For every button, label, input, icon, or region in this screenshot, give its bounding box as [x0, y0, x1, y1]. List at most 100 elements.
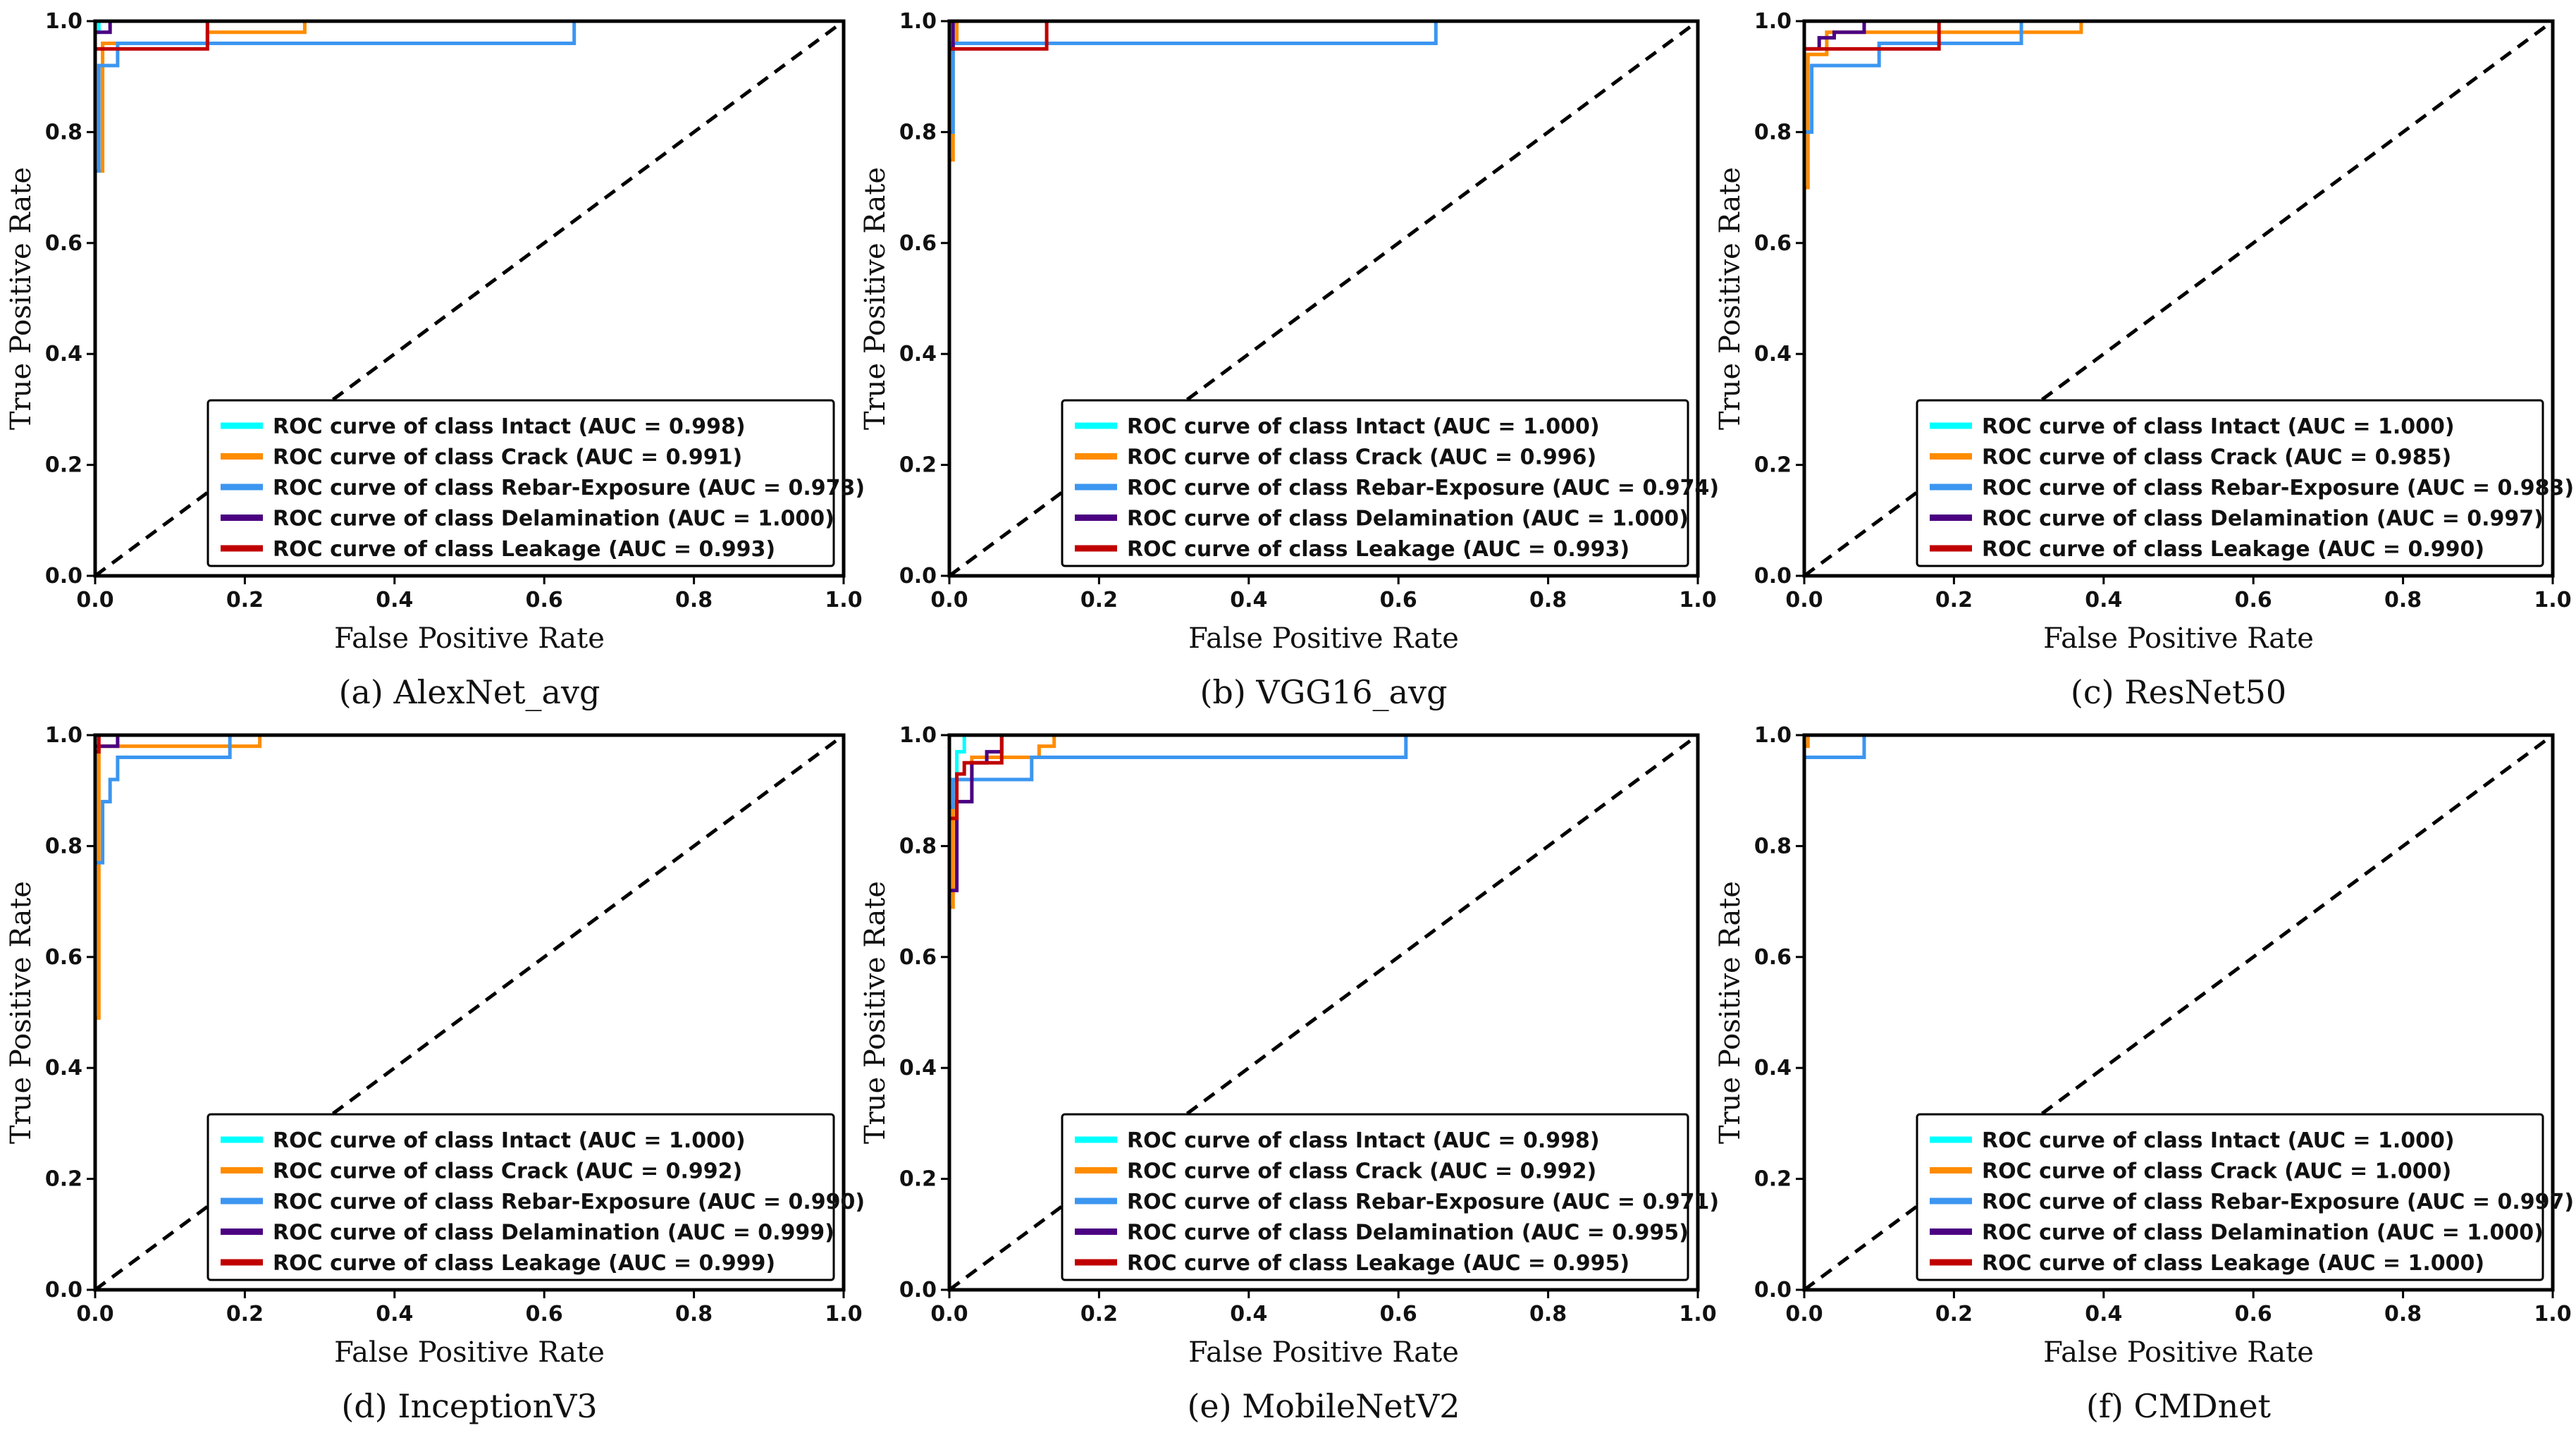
legend-entry: ROC curve of class Crack (AUC = 0.992) — [273, 1159, 742, 1184]
panel-caption: (c) ResNet50 — [2071, 673, 2286, 711]
y-tick-label: 0.8 — [899, 834, 937, 858]
y-tick-label: 0.6 — [1754, 231, 1792, 256]
y-tick-label: 0.0 — [45, 1278, 82, 1302]
x-tick-label: 0.0 — [930, 588, 968, 612]
y-tick-label: 0.6 — [1754, 945, 1792, 970]
roc-panel: 0.0 0.2 0.4 0.6 0.8 1.0 0.0 0.2 0.4 0.6 0.8 1.0 Fals… — [859, 9, 1719, 711]
panel-caption: (e) MobileNetV2 — [1187, 1387, 1460, 1425]
x-axis-label: False Positive Rate — [334, 1336, 605, 1369]
legend-entry: ROC curve of class Delamination (AUC = 0… — [1127, 1221, 1689, 1245]
roc-panel: 0.0 0.2 0.4 0.6 0.8 1.0 0.0 0.2 0.4 0.6 0.8 1.0 Fals… — [5, 9, 865, 711]
legend-entry: ROC curve of class Crack (AUC = 0.996) — [1127, 445, 1596, 470]
roc-panel: 0.0 0.2 0.4 0.6 0.8 1.0 0.0 0.2 0.4 0.6 0.8 1.0 Fals… — [1714, 9, 2574, 711]
y-tick-label: 1.0 — [899, 723, 937, 748]
x-tick-label: 0.2 — [226, 588, 264, 612]
y-tick-label: 0.2 — [1754, 1167, 1792, 1192]
legend-entry: ROC curve of class Intact (AUC = 0.998) — [273, 414, 746, 439]
x-tick-label: 0.2 — [1935, 1302, 1973, 1326]
x-tick-label: 0.6 — [526, 588, 563, 612]
y-tick-label: 0.0 — [1754, 564, 1792, 589]
y-tick-label: 0.0 — [45, 564, 82, 589]
legend-entry: ROC curve of class Rebar-Exposure (AUC =… — [1982, 476, 2574, 500]
x-tick-label: 1.0 — [2534, 1302, 2571, 1326]
x-tick-label: 0.4 — [376, 1302, 413, 1326]
y-tick-label: 0.4 — [1754, 1056, 1792, 1080]
legend-entry: ROC curve of class Rebar-Exposure (AUC =… — [1127, 1190, 1719, 1214]
legend-entry: ROC curve of class Delamination (AUC = 1… — [1982, 1221, 2544, 1245]
x-tick-label: 0.2 — [1080, 588, 1118, 612]
x-tick-label: 1.0 — [1679, 1302, 1716, 1326]
legend-entry: ROC curve of class Intact (AUC = 0.998) — [1127, 1128, 1600, 1153]
y-tick-label: 0.0 — [899, 1278, 937, 1302]
y-axis-label: True Positive Rate — [5, 881, 37, 1144]
y-tick-label: 0.4 — [1754, 342, 1792, 367]
legend-entry: ROC curve of class Intact (AUC = 1.000) — [1982, 414, 2455, 439]
plot-frame — [947, 733, 1700, 1292]
legend-entry: ROC curve of class Rebar-Exposure (AUC =… — [273, 1190, 865, 1214]
roc-panel: 0.0 0.2 0.4 0.6 0.8 1.0 0.0 0.2 0.4 0.6 0.8 1.0 Fals… — [5, 723, 865, 1425]
plot-frame — [93, 733, 846, 1292]
y-tick-label: 0.8 — [45, 834, 82, 858]
plot-frame — [1802, 19, 2555, 578]
y-tick-label: 0.4 — [45, 1056, 82, 1080]
x-tick-label: 0.2 — [226, 1302, 264, 1326]
y-axis-label: True Positive Rate — [5, 167, 37, 430]
y-tick-label: 0.6 — [45, 231, 82, 256]
legend-entry: ROC curve of class Delamination (AUC = 1… — [1127, 507, 1689, 531]
x-tick-label: 0.0 — [76, 588, 113, 612]
x-tick-label: 0.4 — [376, 588, 413, 612]
y-tick-label: 1.0 — [45, 723, 82, 748]
x-tick-label: 1.0 — [1679, 588, 1716, 612]
roc-panel: 0.0 0.2 0.4 0.6 0.8 1.0 0.0 0.2 0.4 0.6 0.8 1.0 Fals… — [1714, 723, 2574, 1425]
y-tick-label: 0.2 — [45, 1167, 82, 1192]
x-axis-label: False Positive Rate — [1188, 622, 1459, 655]
y-tick-label: 0.4 — [899, 1056, 937, 1080]
legend-entry: ROC curve of class Rebar-Exposure (AUC =… — [1982, 1190, 2574, 1214]
y-axis-label: True Positive Rate — [859, 167, 892, 430]
x-tick-label: 0.2 — [1935, 588, 1973, 612]
roc-curve-rebar-exposure — [1802, 19, 2553, 576]
y-tick-label: 0.8 — [1754, 120, 1792, 144]
plot-frame — [93, 19, 846, 578]
y-tick-label: 0.4 — [45, 342, 82, 367]
x-tick-label: 0.4 — [2085, 1302, 2122, 1326]
legend-box — [1061, 399, 1689, 567]
y-tick-label: 0.6 — [899, 945, 937, 970]
legend-entry: ROC curve of class Leakage (AUC = 0.993) — [1127, 537, 1629, 562]
y-axis-label: True Positive Rate — [859, 881, 892, 1144]
y-tick-label: 0.2 — [1754, 453, 1792, 478]
legend-entry: ROC curve of class Intact (AUC = 1.000) — [1127, 414, 1600, 439]
x-tick-label: 1.0 — [825, 1302, 862, 1326]
x-axis-label: False Positive Rate — [2043, 622, 2314, 655]
legend-box — [1916, 399, 2544, 567]
x-tick-label: 0.8 — [675, 588, 713, 612]
x-tick-label: 1.0 — [825, 588, 862, 612]
x-tick-label: 0.6 — [1380, 588, 1417, 612]
plot-frame — [1802, 733, 2555, 1292]
x-axis-label: False Positive Rate — [2043, 1336, 2314, 1369]
panel-caption: (f) CMDnet — [2086, 1387, 2272, 1425]
y-tick-label: 0.4 — [899, 342, 937, 367]
y-tick-label: 0.8 — [45, 120, 82, 144]
x-tick-label: 0.0 — [1785, 1302, 1823, 1326]
legend-entry: ROC curve of class Crack (AUC = 0.991) — [273, 445, 742, 470]
x-tick-label: 1.0 — [2534, 588, 2571, 612]
x-tick-label: 0.8 — [675, 1302, 713, 1326]
y-tick-label: 0.2 — [899, 1167, 937, 1192]
y-axis-label: True Positive Rate — [1714, 881, 1746, 1144]
x-tick-label: 0.6 — [2235, 1302, 2272, 1326]
legend-entry: ROC curve of class Leakage (AUC = 0.995) — [1127, 1251, 1629, 1276]
legend-entry: ROC curve of class Leakage (AUC = 0.993) — [273, 537, 775, 562]
legend-entry: ROC curve of class Intact (AUC = 1.000) — [1982, 1128, 2455, 1153]
y-tick-label: 0.2 — [899, 453, 937, 478]
x-tick-label: 0.6 — [2235, 588, 2272, 612]
y-tick-label: 0.6 — [899, 231, 937, 256]
x-tick-label: 0.8 — [2384, 588, 2422, 612]
y-tick-label: 0.0 — [1754, 1278, 1792, 1302]
roc-curve-leakage — [947, 733, 1698, 1290]
roc-curve-crack — [947, 733, 1698, 1290]
panel-caption: (b) VGG16_avg — [1200, 673, 1447, 711]
x-tick-label: 0.0 — [930, 1302, 968, 1326]
x-axis-label: False Positive Rate — [1188, 1336, 1459, 1369]
x-tick-label: 0.0 — [76, 1302, 113, 1326]
